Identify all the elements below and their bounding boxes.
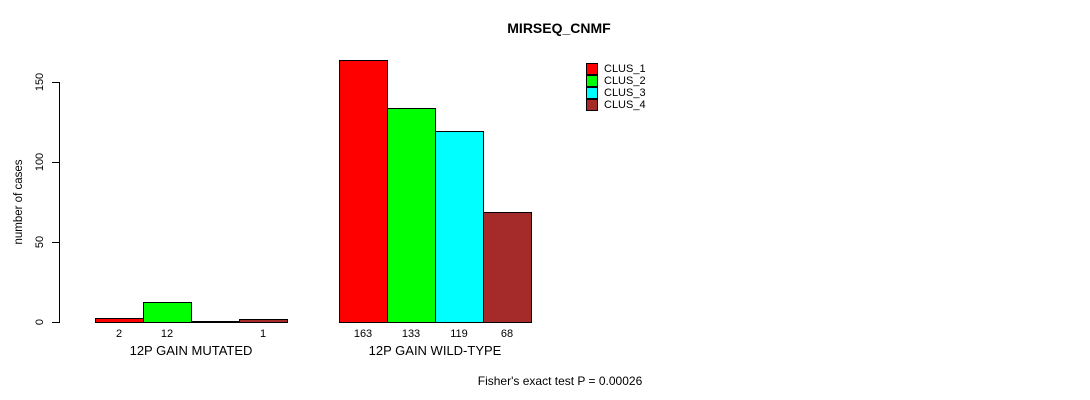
bar [95, 318, 144, 323]
y-axis-tick-label: 0 [34, 318, 46, 326]
legend: CLUS_1 CLUS_2 CLUS_3 CLUS_4 [586, 63, 646, 111]
legend-color-swatch [586, 75, 598, 87]
bar [239, 319, 288, 323]
legend-item-label: CLUS_4 [604, 99, 646, 111]
bar-value-label: 119 [450, 328, 468, 340]
y-axis-title: number of cases [13, 159, 25, 245]
legend-item-label: CLUS_2 [604, 75, 646, 87]
legend-item: CLUS_4 [586, 99, 646, 111]
fisher-test-annotation: Fisher's exact test P = 0.00026 [477, 374, 643, 388]
bar-value-label: 1 [259, 328, 267, 340]
legend-color-swatch [586, 63, 598, 75]
bar-value-label: 68 [500, 328, 514, 340]
y-axis-tick-label: 100 [34, 152, 46, 172]
legend-item-label: CLUS_1 [604, 63, 646, 75]
chart-title: MIRSEQ_CNMF [507, 20, 611, 36]
y-axis-tick [52, 82, 59, 83]
bar [483, 212, 532, 323]
y-axis-tick [52, 322, 59, 323]
legend-color-swatch [586, 87, 598, 99]
legend-item: CLUS_3 [586, 87, 646, 99]
bar-value-label: 2 [115, 328, 123, 340]
y-axis-tick-label: 150 [34, 72, 46, 92]
bar [387, 108, 436, 323]
legend-item-label: CLUS_3 [604, 87, 646, 99]
bar-value-label: 133 [401, 328, 421, 340]
y-axis-tick-label: 50 [34, 235, 46, 249]
bar-value-label: 163 [353, 328, 373, 340]
x-axis-group-label: 12P GAIN WILD-TYPE [368, 343, 502, 358]
bar [143, 302, 192, 323]
bar [191, 321, 240, 323]
bar [339, 60, 388, 323]
x-axis-group-label: 12P GAIN MUTATED [129, 343, 253, 358]
y-axis-tick [52, 162, 59, 163]
legend-color-swatch [586, 99, 598, 111]
bar [435, 131, 484, 323]
legend-item: CLUS_2 [586, 75, 646, 87]
legend-item: CLUS_1 [586, 63, 646, 75]
y-axis-line [59, 82, 60, 323]
bar-value-label: 12 [160, 328, 174, 340]
y-axis-tick [52, 242, 59, 243]
